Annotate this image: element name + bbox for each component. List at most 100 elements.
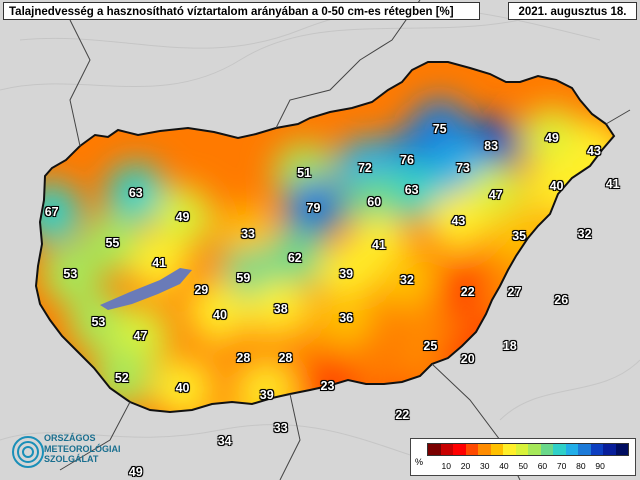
station-value: 53	[91, 315, 106, 330]
legend-swatch	[528, 444, 541, 455]
legend-tick: 40	[499, 461, 509, 471]
station-value: 49	[175, 209, 190, 224]
station-value: 52	[114, 370, 129, 385]
station-value: 60	[367, 194, 382, 209]
station-value: 40	[549, 179, 564, 193]
station-value: 59	[236, 271, 251, 286]
station-value: 55	[105, 236, 120, 251]
legend-tick: 50	[518, 461, 528, 471]
color-legend: % 10 20 30 40 50 60 70 80 90	[410, 438, 636, 476]
station-value: 62	[287, 251, 302, 266]
station-value: 63	[404, 183, 419, 198]
legend-swatch	[590, 444, 603, 455]
station-value: 35	[512, 229, 527, 244]
station-value: 76	[400, 152, 414, 167]
legend-swatch	[490, 444, 503, 455]
station-value: 41	[152, 255, 167, 270]
moisture-blob	[437, 261, 498, 322]
station-value: 23	[320, 378, 335, 393]
moisture-blob	[264, 228, 325, 289]
legend-tick: 70	[556, 461, 567, 471]
station-value: 28	[278, 350, 293, 365]
station-value: 18	[502, 339, 517, 354]
moisture-blob	[82, 213, 143, 274]
station-value: 49	[128, 465, 143, 479]
legend-tick: 30	[479, 461, 490, 471]
logo-icon	[12, 436, 44, 468]
station-value: 29	[194, 282, 209, 297]
station-value: 79	[306, 201, 321, 215]
legend-swatch	[603, 444, 616, 455]
station-value: 40	[213, 308, 227, 323]
station-value: 47	[133, 328, 148, 343]
omsz-logo-text: ORSZÁGOS METEOROLÓGIAI SZOLGÁLAT	[44, 433, 121, 464]
moisture-blob	[218, 204, 279, 265]
legend-unit: %	[415, 457, 424, 467]
station-value: 53	[63, 267, 78, 281]
station-value: 25	[423, 339, 438, 354]
station-value: 32	[577, 227, 592, 242]
station-value: 32	[400, 273, 414, 288]
legend-tick: 60	[537, 461, 548, 471]
legend-swatch	[465, 444, 478, 455]
station-value: 27	[507, 284, 522, 299]
moisture-blob	[283, 178, 344, 238]
legend-swatch	[453, 444, 466, 455]
legend-tick: 20	[460, 461, 471, 471]
moisture-blob	[40, 244, 101, 304]
legend-tick: 10	[441, 461, 451, 471]
station-value: 39	[259, 388, 274, 403]
legend-swatch	[440, 444, 453, 455]
legend-ticks: 10 20 30 40 50 60 70 80 90	[427, 461, 629, 473]
station-value: 20	[460, 352, 475, 367]
station-value: 73	[456, 161, 471, 176]
station-value: 34	[217, 434, 232, 449]
station-value: 33	[241, 227, 255, 242]
map-title: Talajnedvesség a hasznosítható víztartal…	[3, 2, 480, 20]
station-value: 75	[432, 121, 447, 136]
map-date: 2021. augusztus 18.	[508, 2, 637, 20]
station-value: 43	[587, 143, 601, 158]
station-value: 47	[488, 187, 503, 202]
legend-swatch	[515, 444, 528, 455]
station-value: 51	[297, 165, 312, 180]
moisture-blob	[316, 244, 377, 304]
station-value: 22	[395, 407, 410, 422]
station-value: 38	[273, 302, 288, 317]
station-value: 41	[371, 237, 386, 252]
moisture-blob	[250, 279, 311, 340]
station-value: 36	[339, 311, 354, 325]
station-value: 33	[273, 421, 288, 435]
station-value: 83	[484, 139, 499, 154]
moisture-blob	[376, 250, 437, 311]
station-value: 49	[544, 130, 559, 145]
moisture-blob	[316, 288, 377, 348]
legend-swatch	[503, 444, 516, 455]
station-value: 67	[44, 205, 59, 220]
station-value: 41	[605, 177, 620, 192]
moisture-blob	[152, 186, 213, 247]
moisture-blob	[152, 358, 213, 412]
station-value: 63	[128, 186, 143, 201]
station-value: 72	[357, 161, 372, 176]
legend-color-bar	[427, 443, 629, 456]
station-value: 28	[236, 350, 251, 365]
station-value: 40	[175, 381, 190, 396]
hungary-border	[34, 61, 616, 414]
legend-swatch	[565, 444, 578, 455]
legend-swatch	[615, 444, 628, 455]
moisture-blob	[105, 163, 166, 224]
station-value: 43	[451, 214, 466, 229]
omsz-logo	[12, 436, 44, 468]
legend-swatch	[540, 444, 553, 455]
lake-balaton	[100, 268, 192, 310]
legend-swatch	[578, 444, 591, 455]
legend-swatch	[428, 444, 441, 455]
station-value: 26	[554, 293, 569, 308]
moisture-blob	[428, 191, 489, 252]
legend-swatch	[553, 444, 566, 455]
neighbor-borders	[59, 0, 631, 480]
legend-swatch	[478, 444, 491, 455]
legend-tick: 80	[576, 461, 586, 471]
